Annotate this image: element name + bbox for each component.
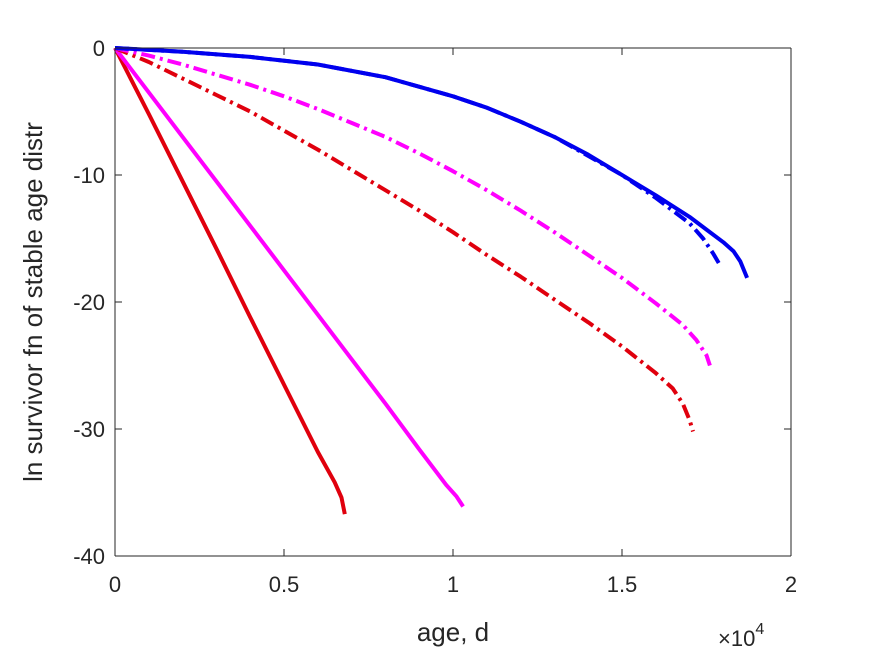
y-ticks: 0 -10 -20 -30 -40: [73, 36, 791, 569]
x-axis-multiplier: ×104: [718, 621, 764, 651]
plot-area: [115, 48, 791, 556]
y-tick-label: -20: [73, 290, 105, 315]
x-axis-multiplier-base: ×10: [718, 626, 755, 651]
y-axis-label: ln survivor fn of stable age distr: [18, 122, 48, 482]
x-ticks: 0 0.5 1 1.5 2: [109, 48, 797, 597]
y-tick-label: -10: [73, 163, 105, 188]
x-axis-label: age, d: [417, 617, 489, 647]
y-tick-label: 0: [93, 36, 105, 61]
series-line-2: [113, 46, 465, 508]
series-line-4: [114, 46, 712, 367]
x-axis-multiplier-exponent: 4: [755, 621, 764, 638]
y-tick-label: -30: [73, 417, 105, 442]
series-line-3: [114, 46, 695, 433]
x-tick-label: 0.5: [269, 572, 300, 597]
x-tick-label: 0: [109, 572, 121, 597]
x-tick-label: 2: [785, 572, 797, 597]
x-tick-label: 1: [447, 572, 459, 597]
x-tick-label: 1.5: [607, 572, 638, 597]
series-line-6: [114, 46, 749, 279]
series-line-1: [113, 47, 347, 515]
series-layer: [113, 46, 749, 515]
y-tick-label: -40: [73, 544, 105, 569]
